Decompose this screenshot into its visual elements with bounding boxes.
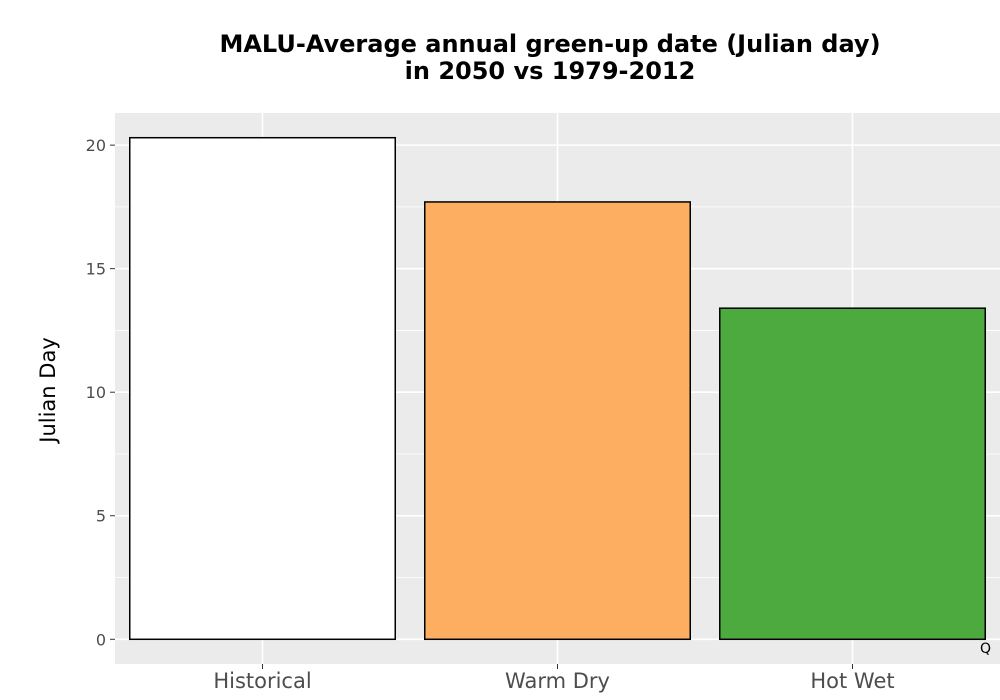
x-tick-label: Warm Dry — [505, 669, 610, 693]
y-tick-label: 15 — [86, 260, 106, 279]
y-tick-label: 10 — [86, 383, 106, 402]
bar-warm-dry — [424, 201, 691, 641]
chart-title-line-2: in 2050 vs 1979-2012 — [404, 57, 696, 85]
x-tick-label: Historical — [213, 669, 311, 693]
y-tick-label: 20 — [86, 136, 106, 155]
bar-hot-wet — [719, 307, 986, 641]
chart-title: MALU-Average annual green-up date (Julia… — [100, 31, 1000, 85]
y-axis: 0 5 10 15 20 — [86, 136, 115, 649]
bar-historical — [129, 136, 396, 641]
y-tick-label: 5 — [96, 507, 106, 526]
chart-title-line-1: MALU-Average annual green-up date (Julia… — [219, 30, 881, 58]
bars — [129, 136, 986, 641]
y-tick-label: 0 — [96, 630, 106, 649]
x-tick-label: Hot Wet — [810, 669, 894, 693]
x-axis: Historical Warm Dry Hot Wet — [213, 664, 895, 693]
y-axis-title: Julian Day — [36, 337, 60, 445]
corner-mark: Q — [980, 641, 991, 657]
